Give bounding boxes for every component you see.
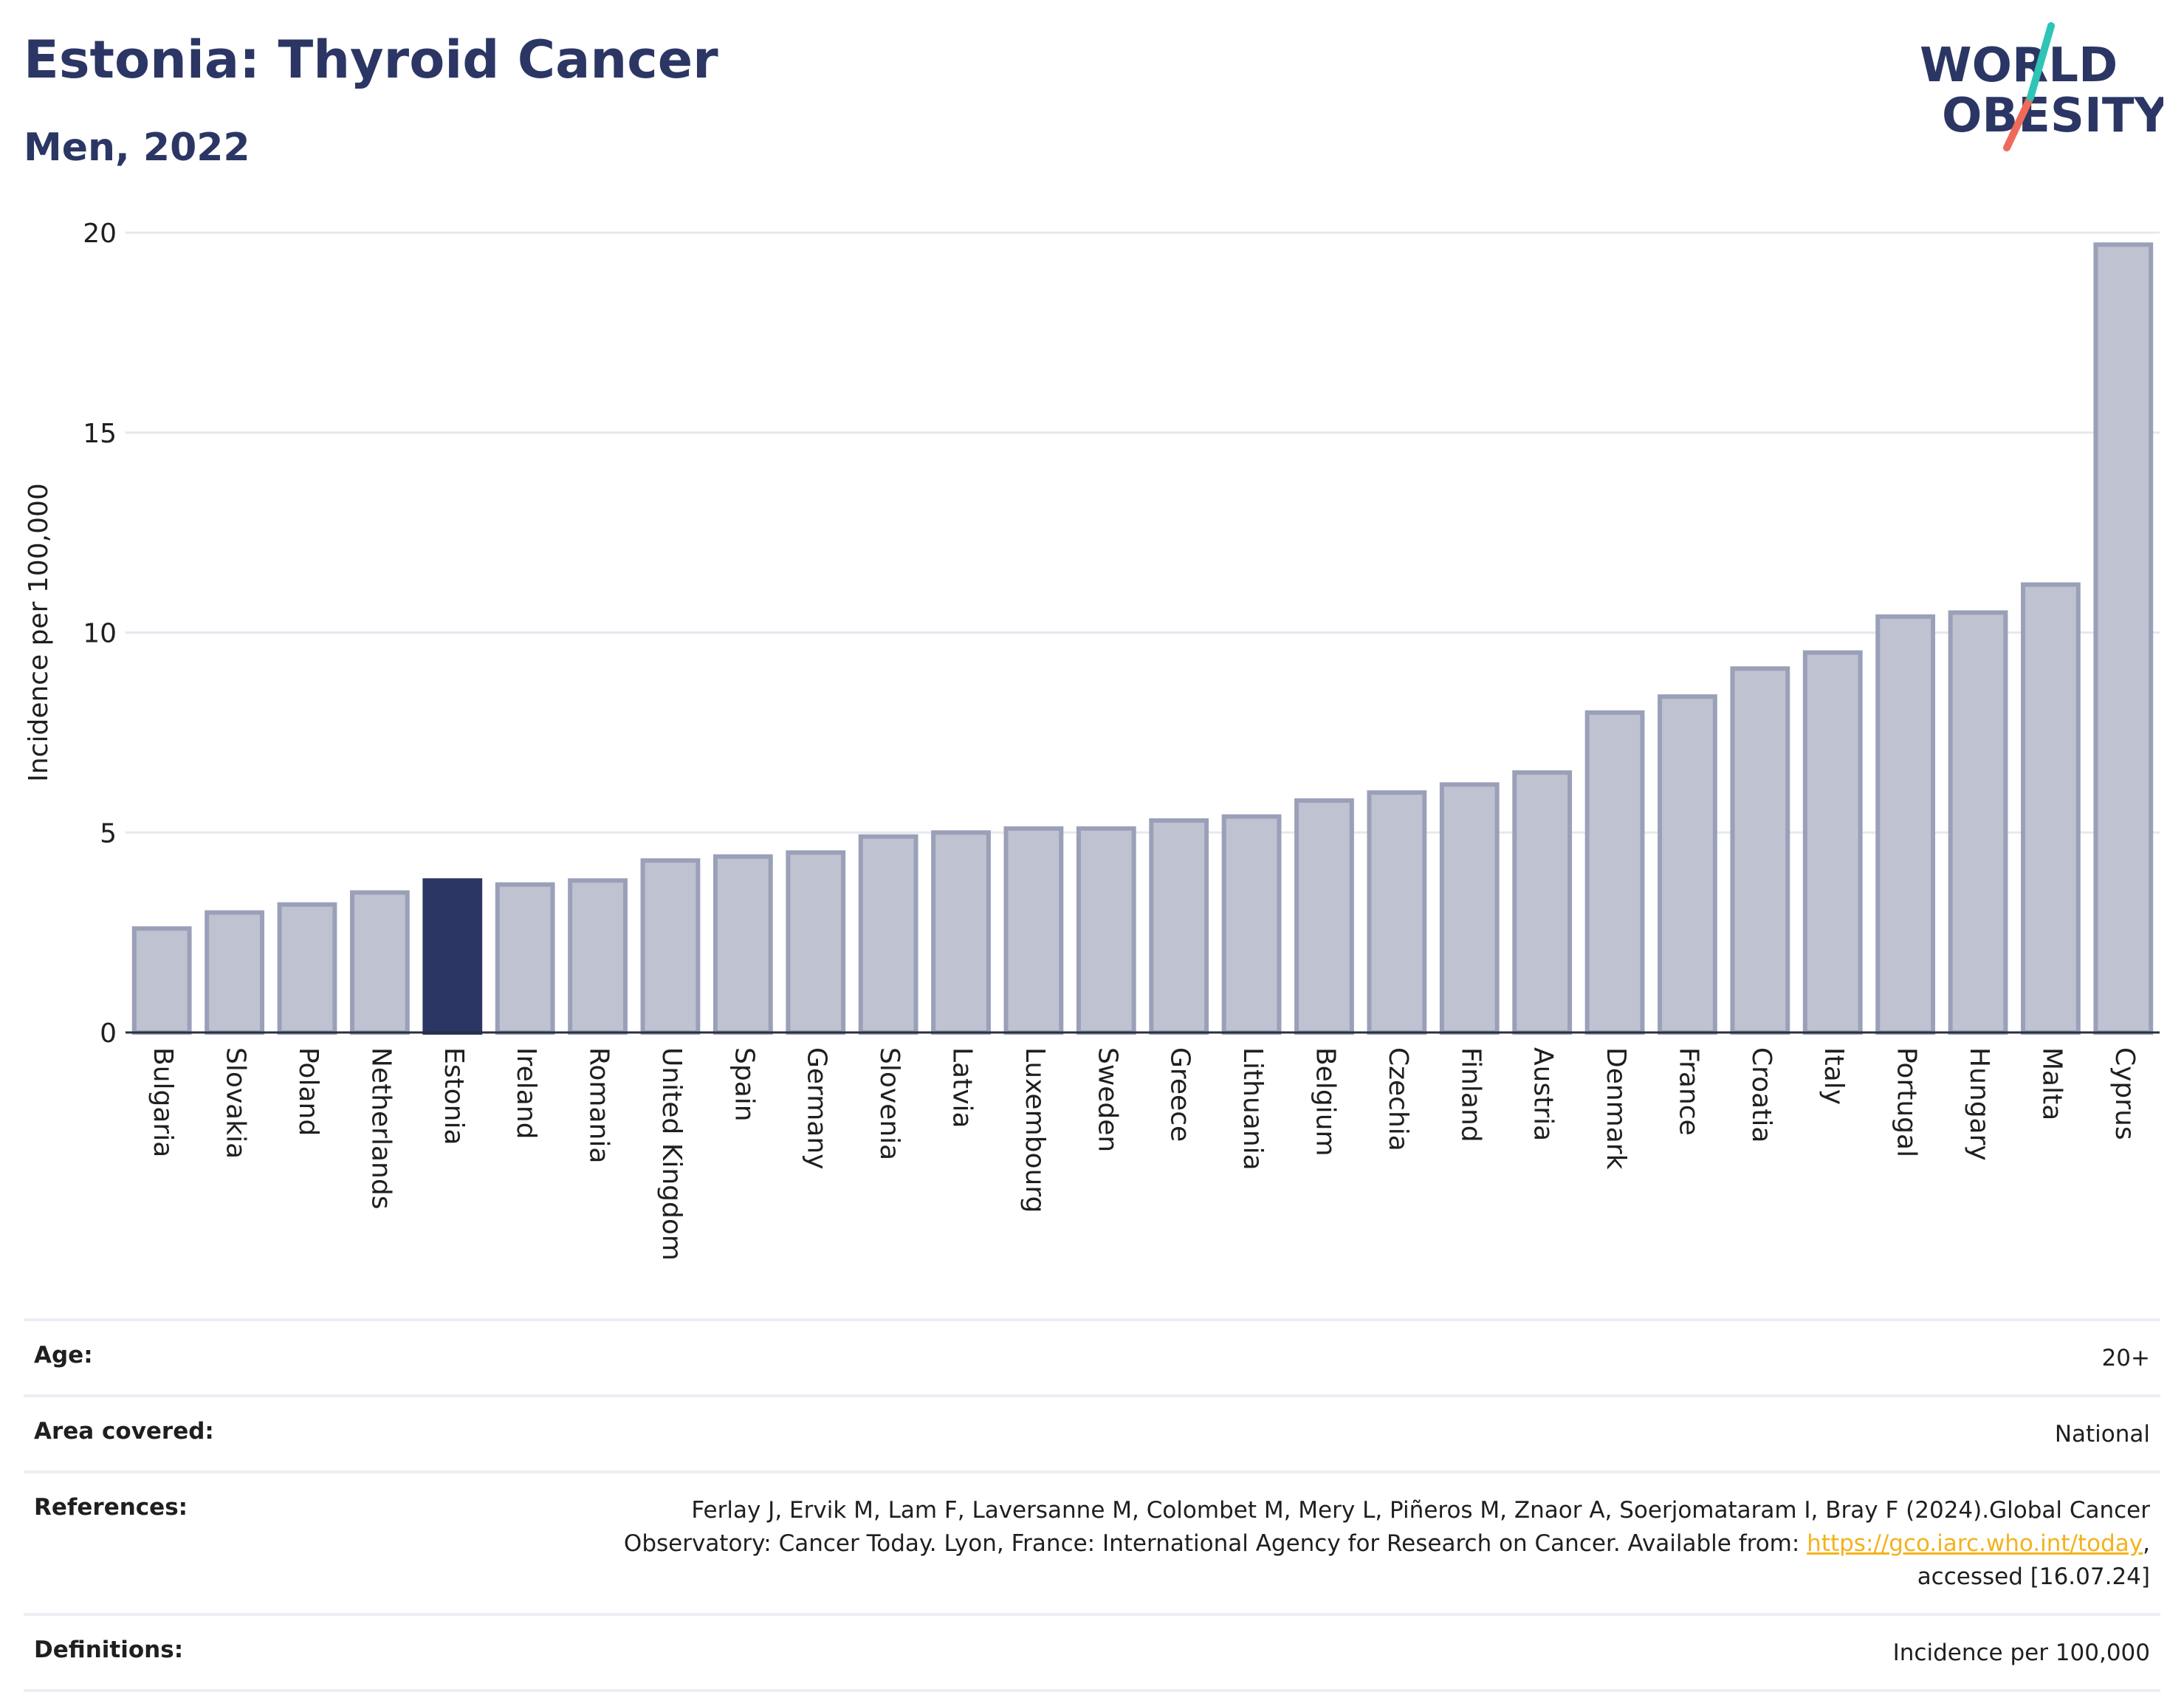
y-tick-label: 15 bbox=[83, 419, 117, 449]
x-tick-label: Ireland bbox=[511, 1047, 541, 1140]
y-tick-labels: 0 5 10 15 20 bbox=[83, 219, 117, 1049]
bar bbox=[1221, 814, 1282, 1035]
x-tick-label: Croatia bbox=[1746, 1047, 1776, 1143]
definitions-value: Incidence per 100,000 bbox=[1892, 1640, 2150, 1666]
area-value: National bbox=[2054, 1421, 2150, 1448]
x-tick-label: Italy bbox=[1819, 1047, 1849, 1105]
bar bbox=[1802, 650, 1863, 1035]
bar bbox=[1367, 790, 1427, 1035]
x-tick-label: Portugal bbox=[1892, 1047, 1922, 1157]
x-tick-label: Spain bbox=[729, 1047, 759, 1122]
bar bbox=[131, 926, 192, 1035]
bar bbox=[495, 882, 555, 1035]
logo-line1: WORLD bbox=[1920, 38, 2118, 93]
x-tick-label: Netherlands bbox=[365, 1047, 396, 1209]
x-tick-label: Czechia bbox=[1383, 1047, 1413, 1151]
y-axis-label: Incidence per 100,000 bbox=[24, 483, 54, 782]
page-title: Estonia: Thyroid Cancer bbox=[24, 30, 718, 90]
x-tick-label: Luxembourg bbox=[1020, 1047, 1050, 1213]
x-tick-label: Austria bbox=[1528, 1047, 1559, 1141]
x-tick-label: Denmark bbox=[1601, 1047, 1631, 1170]
y-tick-label: 5 bbox=[100, 818, 117, 849]
bar bbox=[1294, 798, 1354, 1035]
x-tick-label: France bbox=[1673, 1047, 1703, 1136]
bar bbox=[349, 890, 410, 1035]
x-tick-label: Bulgaria bbox=[148, 1047, 178, 1157]
bar bbox=[277, 902, 337, 1035]
meta-row-area: Area covered: National bbox=[24, 1394, 2160, 1470]
bar bbox=[1948, 610, 2008, 1035]
meta-row-references: References: Ferlay J, Ervik M, Lam F, La… bbox=[24, 1470, 2160, 1613]
bar bbox=[1730, 666, 1790, 1035]
bar bbox=[1149, 818, 1209, 1035]
references-text: Ferlay J, Ervik M, Lam F, Laversanne M, … bbox=[623, 1497, 2150, 1557]
logo-line2: OBESITY bbox=[1942, 89, 2163, 143]
x-tick-label: Estonia bbox=[439, 1047, 469, 1145]
bar bbox=[786, 850, 846, 1035]
page-subtitle: Men, 2022 bbox=[24, 126, 250, 170]
bar bbox=[1658, 694, 1717, 1035]
logo-slash-top bbox=[2027, 22, 2055, 101]
bar bbox=[1076, 826, 1136, 1035]
x-tick-label: Romania bbox=[584, 1047, 614, 1163]
x-tick-label: Germany bbox=[802, 1047, 832, 1169]
x-tick-label: Sweden bbox=[1092, 1047, 1122, 1152]
meta-row-definitions: Definitions: Incidence per 100,000 bbox=[24, 1613, 2160, 1692]
x-tick-label: United Kingdom bbox=[656, 1047, 687, 1261]
x-tick-label: Belgium bbox=[1310, 1047, 1340, 1157]
bar bbox=[640, 858, 701, 1035]
area-label: Area covered: bbox=[34, 1418, 214, 1445]
meta-row-age: Age: 20+ bbox=[24, 1318, 2160, 1394]
x-tick-label: Slovenia bbox=[874, 1047, 904, 1160]
bar bbox=[1584, 710, 1645, 1035]
bar bbox=[1875, 614, 1936, 1035]
x-tick-labels: Bulgaria Slovakia Poland Netherlands Estonia… bbox=[148, 1047, 2140, 1261]
age-label: Age: bbox=[34, 1342, 93, 1369]
x-tick-label: Slovakia bbox=[221, 1047, 251, 1159]
references-link[interactable]: https://gco.iarc.who.int/today bbox=[1807, 1530, 2143, 1557]
bar bbox=[2021, 582, 2081, 1035]
bars bbox=[131, 242, 2154, 1035]
references-value: Ferlay J, Ervik M, Lam F, Laversanne M, … bbox=[600, 1494, 2150, 1594]
x-tick-label: Latvia bbox=[947, 1047, 978, 1128]
bar-chart: 0 5 10 15 20 Bulgaria Slovakia Poland Netherlan… bbox=[24, 219, 2160, 1261]
bar bbox=[2093, 242, 2154, 1035]
x-tick-label: Malta bbox=[2036, 1047, 2067, 1120]
bar bbox=[712, 854, 773, 1035]
bar bbox=[568, 878, 628, 1035]
x-tick-label: Finland bbox=[1455, 1047, 1486, 1143]
metadata-table: Age: 20+ Area covered: National Referenc… bbox=[24, 1318, 2160, 1692]
references-suffix: , accessed [16.07.24] bbox=[1917, 1530, 2150, 1590]
definitions-label: Definitions: bbox=[34, 1637, 184, 1663]
y-tick-label: 20 bbox=[83, 219, 117, 249]
bar bbox=[1439, 782, 1500, 1035]
bar bbox=[1003, 826, 1064, 1035]
bar bbox=[422, 878, 483, 1035]
references-label: References: bbox=[34, 1494, 188, 1521]
logo-slash-bottom bbox=[2003, 94, 2034, 151]
x-tick-label: Poland bbox=[293, 1047, 323, 1136]
x-tick-label: Greece bbox=[1165, 1047, 1195, 1142]
world-obesity-logo: WORLD OBESITY bbox=[1920, 22, 2163, 151]
x-tick-label: Cyprus bbox=[2109, 1047, 2140, 1140]
bar bbox=[931, 830, 991, 1035]
y-tick-label: 0 bbox=[100, 1018, 117, 1049]
y-tick-label: 10 bbox=[83, 619, 117, 649]
x-tick-label: Lithuania bbox=[1237, 1047, 1268, 1171]
bar bbox=[205, 910, 264, 1035]
age-value: 20+ bbox=[2101, 1345, 2150, 1371]
bar bbox=[1512, 770, 1573, 1035]
x-tick-label: Hungary bbox=[1964, 1047, 1994, 1161]
bar bbox=[858, 834, 918, 1035]
